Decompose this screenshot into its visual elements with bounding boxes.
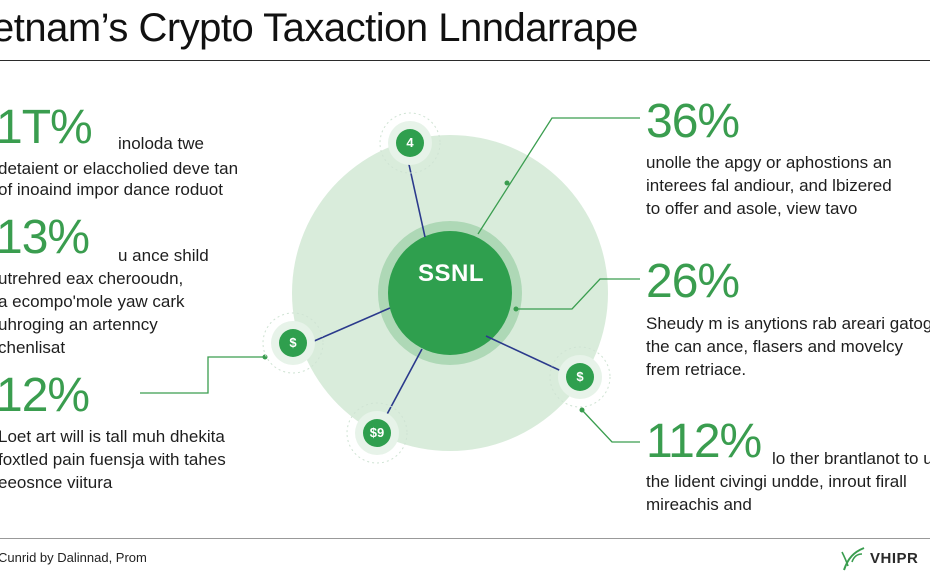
stat-value: 1T% bbox=[0, 101, 93, 154]
stat-line: u ance shild bbox=[118, 246, 209, 265]
footer-logo: VHIPR bbox=[838, 544, 930, 572]
stat-line: unolle the apgy or aphostions an bbox=[646, 153, 892, 172]
stat-value: 112% bbox=[646, 415, 762, 468]
stat-line: inoloda twe bbox=[118, 134, 205, 153]
stat-line: eeosnce viitura bbox=[0, 473, 113, 492]
callout-36 bbox=[477, 117, 640, 235]
callout-lines bbox=[140, 117, 640, 443]
stat-line: uhroging an artenncy bbox=[0, 315, 158, 334]
node-group-3 bbox=[549, 346, 611, 408]
stat-line: the lident civingi undde, inrout firall bbox=[646, 472, 907, 491]
connector-node-2 bbox=[304, 307, 391, 346]
connector-node-3 bbox=[485, 335, 573, 377]
node-group-4 bbox=[346, 402, 408, 464]
page-title: etnam’s Crypto Taxaction Lnndarrape bbox=[0, 6, 638, 50]
stat-line: to offer and asole, view tavo bbox=[646, 199, 858, 218]
stat-line: foxtled pain fuensja with tahes bbox=[0, 450, 226, 469]
stat-value: 12% bbox=[0, 369, 90, 422]
title-divider bbox=[0, 60, 930, 61]
callout-26 bbox=[516, 278, 640, 310]
node-label-1: 4 bbox=[406, 135, 414, 150]
stat-line: Loet art will is tall muh dhekita bbox=[0, 427, 225, 446]
node-label-3: $ bbox=[576, 369, 584, 384]
stat-line: the can ance, flasers and movelcy bbox=[646, 337, 904, 356]
stat-line: frem retriace. bbox=[646, 360, 747, 379]
callout-dots bbox=[262, 180, 585, 413]
footer-brand: VHIPR bbox=[870, 550, 919, 567]
stat-line: mireachis and bbox=[646, 495, 752, 514]
footer-divider bbox=[0, 538, 930, 539]
stat-line: of inoaind impor dance roduot bbox=[0, 180, 223, 199]
node-group-1 bbox=[379, 112, 441, 174]
stat-line: lo ther brantlanot to u bbox=[772, 449, 930, 468]
stat-line: interees fal andiour, and lbizered bbox=[646, 176, 892, 195]
node-label-2: $ bbox=[289, 335, 297, 350]
stat-line: utrehred eax cherooudn, bbox=[0, 269, 184, 288]
callout-12 bbox=[140, 356, 265, 394]
hub-circle bbox=[388, 231, 512, 355]
stat-line: a ecompo'mole yaw cark bbox=[0, 292, 185, 311]
node-group-2 bbox=[262, 312, 324, 374]
callout-112 bbox=[581, 409, 640, 443]
leaf-icon bbox=[841, 547, 865, 571]
stat-value: 13% bbox=[0, 211, 90, 264]
footer-credit: Cunrid by Dalinnad, Prom bbox=[0, 550, 147, 565]
stat-value: 26% bbox=[646, 255, 740, 308]
stat-line: Sheudy m is anytions rab areari gatog bbox=[646, 314, 930, 333]
hub-label: SSNL bbox=[417, 260, 484, 287]
stat-line: chenlisat bbox=[0, 338, 66, 357]
stat-line: detaient or elaccholied deve tan bbox=[0, 159, 239, 178]
node-label-4: $9 bbox=[369, 425, 385, 440]
stat-value: 36% bbox=[646, 95, 740, 148]
